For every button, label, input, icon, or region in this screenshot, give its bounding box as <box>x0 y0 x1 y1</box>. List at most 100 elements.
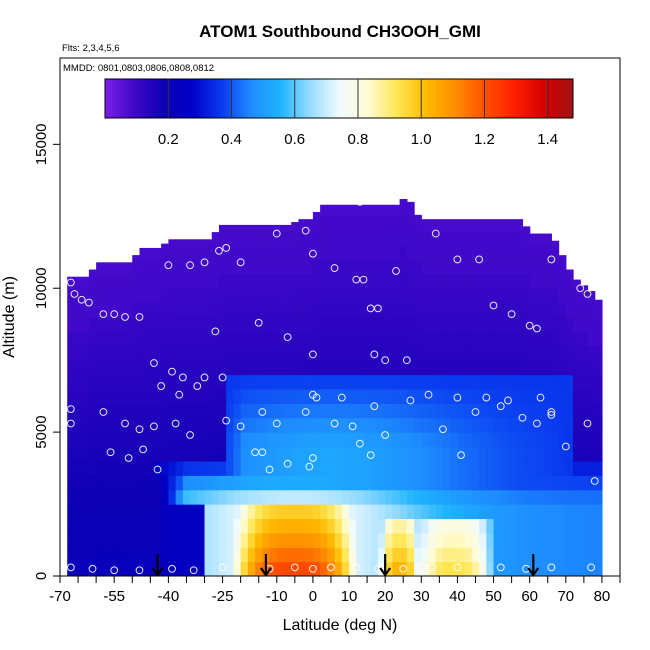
heatmap-cell <box>240 388 249 404</box>
heatmap-cell <box>493 259 502 275</box>
heatmap-cell <box>544 331 552 347</box>
heatmap-cell <box>594 561 603 576</box>
heatmap-cell <box>522 417 531 433</box>
heatmap-cell <box>377 288 386 304</box>
heatmap-cell <box>508 446 516 462</box>
heatmap-cell <box>132 460 141 476</box>
heatmap-cell <box>435 489 444 505</box>
heatmap-cell <box>226 317 235 332</box>
heatmap-cell <box>414 518 422 534</box>
heatmap-cell <box>406 216 415 232</box>
heatmap-cell <box>197 345 206 361</box>
sample-point <box>453 255 462 264</box>
colorbar-tick-label: 1.4 <box>537 131 558 148</box>
sample-point <box>142 238 151 247</box>
heatmap-cell <box>515 259 524 275</box>
heatmap-cell <box>262 432 271 448</box>
heatmap-cell <box>370 403 379 419</box>
heatmap-cell <box>153 446 162 462</box>
heatmap-cell <box>240 360 249 376</box>
heatmap-cell <box>269 317 278 332</box>
heatmap-cell <box>399 317 408 332</box>
heatmap-cell <box>182 417 191 433</box>
heatmap-cell <box>67 432 76 448</box>
heatmap-cell <box>218 230 227 246</box>
heatmap-cell <box>255 432 263 448</box>
heatmap-cell <box>442 317 451 332</box>
heatmap-cell <box>291 532 300 548</box>
heatmap-cell <box>529 489 538 505</box>
heatmap-cell <box>544 518 552 534</box>
heatmap-cell <box>312 345 321 361</box>
heatmap-cell <box>226 345 235 361</box>
heatmap-cell <box>551 360 560 376</box>
heatmap-cell <box>291 460 300 476</box>
heatmap-cell <box>182 518 191 534</box>
heatmap-cell <box>312 211 321 217</box>
sample-point <box>453 393 462 402</box>
heatmap-cell <box>284 331 292 347</box>
heatmap-cell <box>298 273 307 289</box>
sample-point <box>135 313 144 321</box>
heatmap-cell <box>276 288 285 304</box>
heatmap-cell <box>479 446 487 462</box>
heatmap-cell <box>168 273 177 289</box>
heatmap-cell <box>334 245 343 261</box>
heatmap-cell <box>269 489 278 505</box>
heatmap-cell <box>385 273 393 289</box>
heatmap-cell <box>168 302 177 318</box>
heatmap-cell <box>356 388 365 404</box>
heatmap-cell <box>284 504 292 520</box>
heatmap-cell <box>392 504 401 520</box>
heatmap-cell <box>168 460 177 476</box>
heatmap-cell <box>327 561 336 576</box>
heatmap-cell <box>406 374 415 390</box>
heatmap-cell <box>226 245 235 261</box>
heatmap-cell <box>493 360 502 376</box>
heatmap-cell <box>110 331 119 347</box>
heatmap-cell <box>284 345 292 361</box>
flight-arrow <box>151 554 164 577</box>
heatmap-cell <box>414 317 422 332</box>
heatmap-cell <box>88 432 97 448</box>
heatmap-cell <box>450 374 459 390</box>
heatmap-cell <box>139 446 148 462</box>
heatmap-cell <box>125 460 133 476</box>
heatmap-cell <box>110 262 119 275</box>
heatmap-cell <box>428 518 437 534</box>
heatmap-cell <box>377 216 386 232</box>
heatmap-cell <box>204 245 213 261</box>
heatmap-cell <box>197 489 206 505</box>
heatmap-cell <box>305 219 314 232</box>
heatmap-cell <box>320 331 328 347</box>
sample-point <box>301 226 310 235</box>
heatmap-cell <box>493 403 502 419</box>
heatmap-cell <box>435 331 444 347</box>
heatmap-cell <box>421 302 430 318</box>
heatmap-cell <box>421 345 430 361</box>
heatmap-cell <box>255 317 263 332</box>
heatmap-cell <box>161 374 169 390</box>
heatmap-cell <box>479 403 487 419</box>
heatmap-cell <box>204 388 213 404</box>
heatmap-cell <box>392 273 401 289</box>
sample-point <box>121 419 129 428</box>
heatmap-cell <box>327 460 336 476</box>
heatmap-cell <box>442 273 451 289</box>
heatmap-cell <box>284 532 292 548</box>
heatmap-cell <box>573 489 581 505</box>
heatmap-cell <box>204 432 213 448</box>
heatmap-cell <box>428 388 437 404</box>
heatmap-cell <box>493 518 502 534</box>
heatmap-cell <box>515 245 524 261</box>
heatmap-cell <box>508 417 516 433</box>
heatmap-cell <box>197 288 206 304</box>
heatmap-cell <box>421 489 430 505</box>
heatmap-cell <box>110 345 119 361</box>
heatmap-cell <box>247 518 256 534</box>
heatmap-cell <box>269 273 278 289</box>
heatmap-cell <box>385 204 393 217</box>
heatmap-cell <box>363 388 372 404</box>
heatmap-cell <box>450 518 459 534</box>
heatmap-cell <box>284 561 292 576</box>
